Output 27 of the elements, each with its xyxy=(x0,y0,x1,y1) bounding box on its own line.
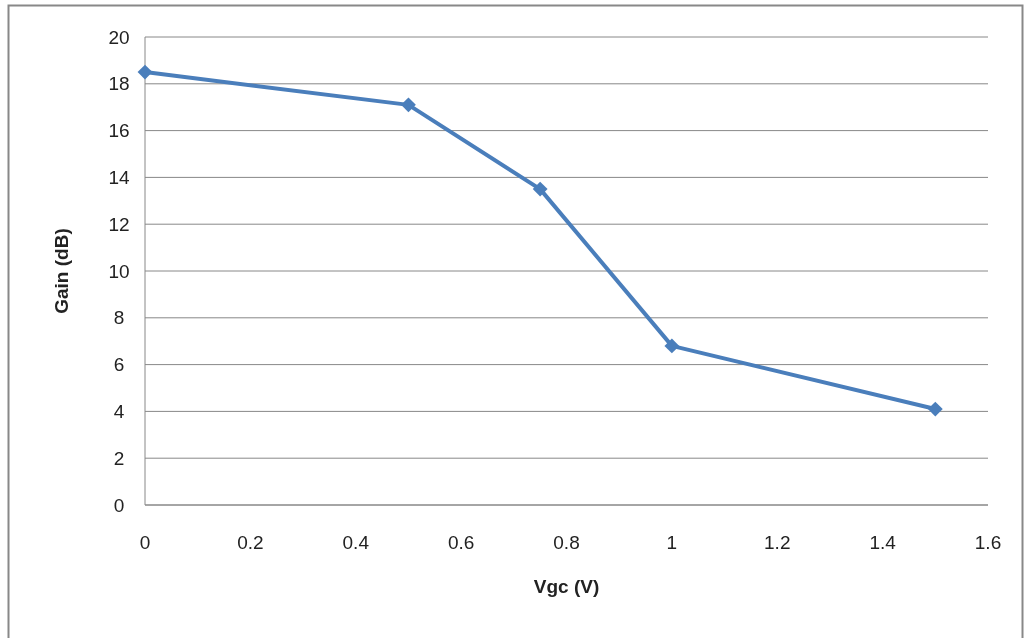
y-tick-label: 10 xyxy=(108,260,130,282)
y-tick-label: 2 xyxy=(113,447,125,469)
y-axis-title: Gain (dB) xyxy=(51,228,72,314)
x-tick-label: 1 xyxy=(666,532,678,553)
y-tick-label: 16 xyxy=(108,120,130,142)
y-tick-label: 12 xyxy=(108,213,130,235)
x-tick-label: 0.4 xyxy=(342,532,370,553)
x-tick-label: 0 xyxy=(139,532,151,553)
point xyxy=(532,181,548,197)
y-tick-label: 4 xyxy=(113,401,125,423)
y-tick-label: 18 xyxy=(108,73,130,95)
x-tick-label: 0.2 xyxy=(237,532,264,553)
y-tick-label: 6 xyxy=(113,354,125,376)
x-tick-label: 0.8 xyxy=(553,532,580,553)
y-tick-label: 20 xyxy=(108,26,130,48)
x-tick-label: 1.6 xyxy=(974,532,1002,553)
x-axis-title: Vgc (V) xyxy=(533,576,600,597)
y-tick-label: 0 xyxy=(113,494,125,516)
y-tick-label: 14 xyxy=(108,167,130,189)
x-tick-label: 1.4 xyxy=(869,532,897,553)
point xyxy=(401,97,416,113)
x-tick-label: 0.6 xyxy=(447,532,475,553)
y-tick-label: 8 xyxy=(113,307,125,329)
x-tick-label: 1.2 xyxy=(764,532,791,553)
point xyxy=(137,64,153,80)
point xyxy=(927,401,943,417)
point xyxy=(664,338,680,354)
